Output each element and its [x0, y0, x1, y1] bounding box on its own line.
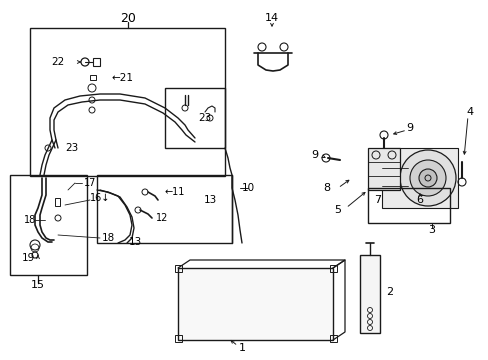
Text: 15: 15	[31, 280, 45, 290]
Bar	[175, 265, 182, 272]
Circle shape	[399, 150, 455, 206]
Text: 20: 20	[120, 12, 136, 24]
Bar	[329, 265, 336, 272]
Text: 8: 8	[322, 183, 329, 193]
Bar	[367, 148, 399, 190]
Text: 16↓: 16↓	[90, 193, 110, 203]
Text: 17: 17	[83, 178, 96, 188]
Text: 22: 22	[52, 57, 65, 67]
Bar	[381, 148, 457, 208]
Bar	[329, 335, 336, 342]
Text: 3: 3	[427, 225, 435, 235]
Circle shape	[418, 169, 436, 187]
Text: 9: 9	[406, 123, 413, 133]
Bar	[164, 88, 224, 148]
Text: 13: 13	[203, 195, 216, 205]
Bar	[93, 58, 100, 66]
Text: 9: 9	[310, 150, 317, 160]
Text: 2: 2	[386, 287, 393, 297]
Text: 23: 23	[198, 113, 211, 123]
Bar	[97, 175, 231, 243]
Text: 13: 13	[128, 237, 142, 247]
Bar	[55, 198, 60, 206]
Bar	[359, 255, 379, 333]
Bar	[30, 28, 224, 176]
Text: ←11: ←11	[164, 187, 185, 197]
Bar	[178, 268, 332, 340]
Text: 19: 19	[21, 253, 35, 263]
Bar	[10, 175, 87, 275]
Text: 5: 5	[334, 205, 341, 215]
Text: 12: 12	[156, 213, 168, 223]
Text: 18: 18	[101, 233, 114, 243]
Bar	[90, 75, 96, 80]
Text: 7: 7	[374, 195, 381, 205]
Text: 10: 10	[241, 183, 254, 193]
Bar	[175, 335, 182, 342]
Text: ←21: ←21	[112, 73, 134, 83]
Text: 18: 18	[24, 215, 36, 225]
Text: 14: 14	[264, 13, 279, 23]
Circle shape	[409, 160, 445, 196]
Text: 4: 4	[466, 107, 472, 117]
Text: 1: 1	[238, 343, 245, 353]
Text: 6: 6	[416, 195, 423, 205]
Text: 23: 23	[65, 143, 79, 153]
Bar	[367, 188, 449, 223]
